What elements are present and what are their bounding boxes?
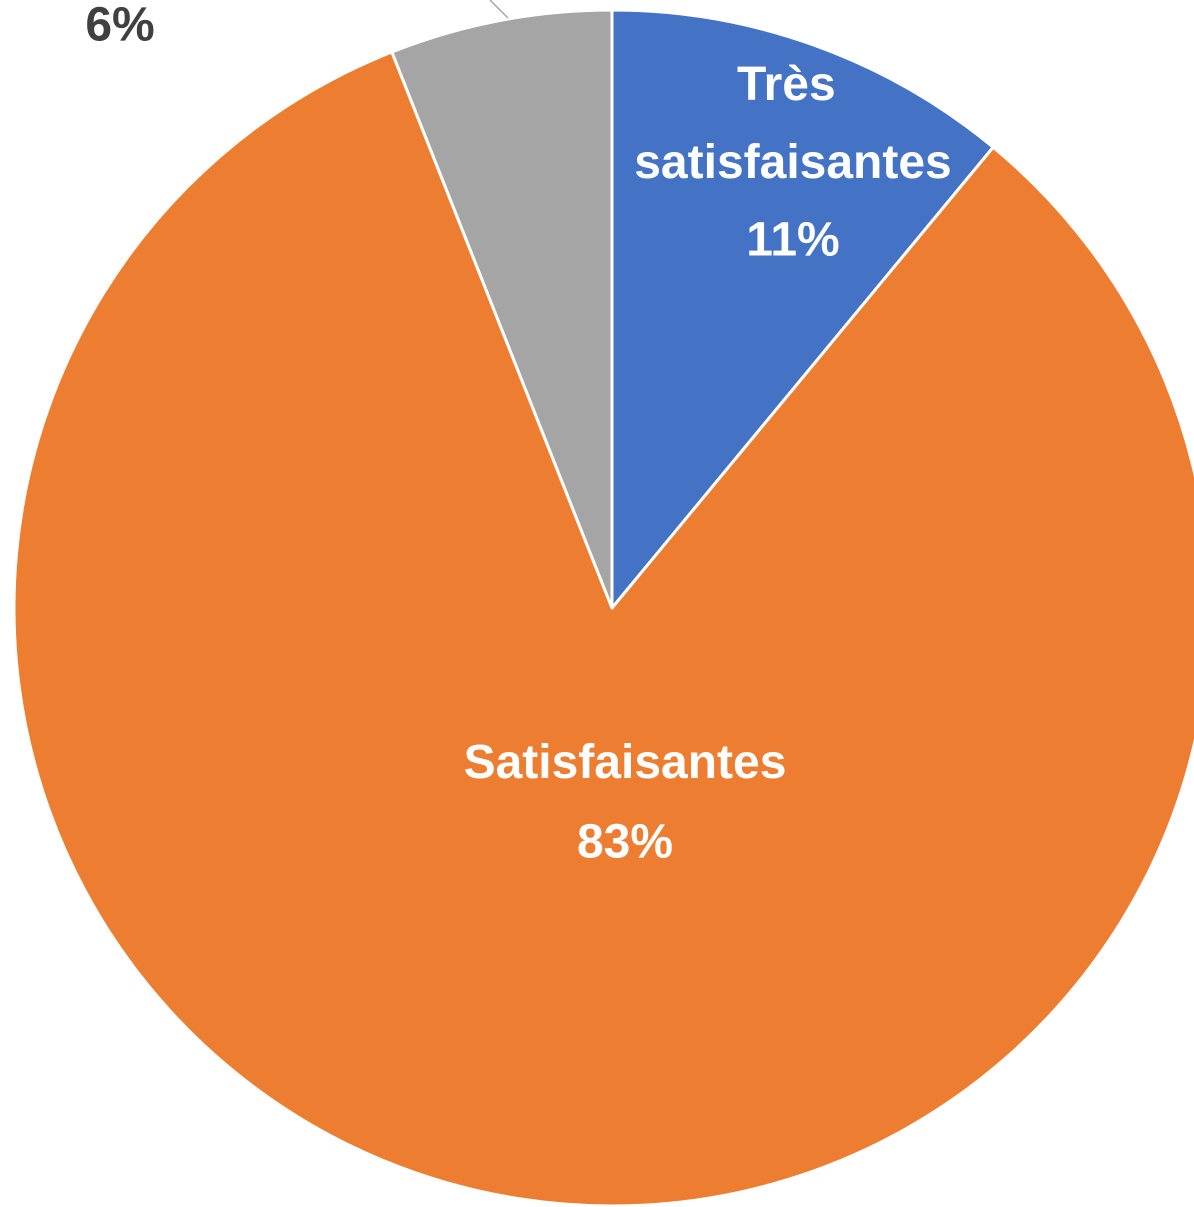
category-label-line: Satisfaisantes — [464, 736, 787, 789]
value-label: 11% — [746, 214, 839, 267]
value-label: 83% — [577, 816, 673, 869]
pie-slice — [12, 50, 1194, 1207]
category-label: Très satisfaisantes — [634, 58, 952, 189]
pie-slice — [610, 8, 995, 610]
leader-line — [489, 0, 509, 19]
pie-slice — [390, 8, 614, 610]
category-label: Satisfaisantes — [464, 736, 787, 789]
value-label: 6% — [85, 0, 154, 52]
category-label-line: satisfaisantes — [634, 136, 952, 189]
category-label-line: Très — [737, 58, 849, 111]
